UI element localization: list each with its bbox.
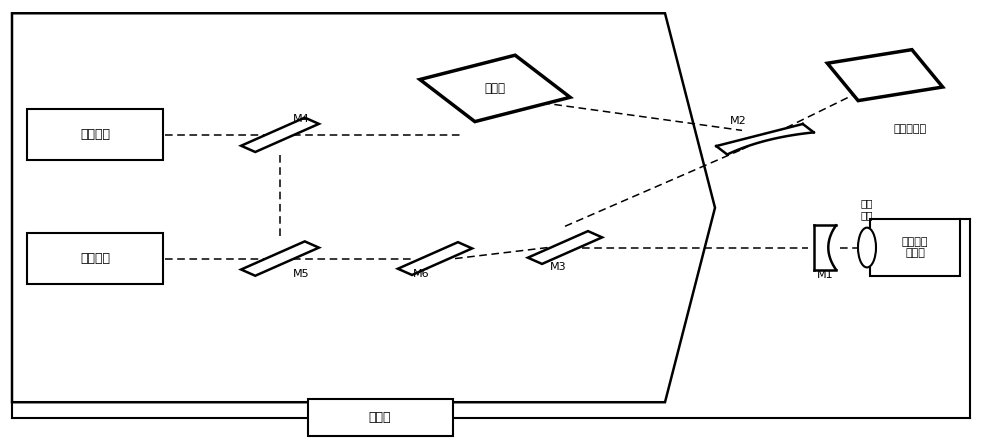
Text: M2: M2	[730, 116, 746, 126]
Text: M5: M5	[293, 269, 310, 279]
Text: M4: M4	[293, 114, 310, 124]
Text: 处理机: 处理机	[369, 411, 391, 424]
Text: M6: M6	[413, 269, 430, 279]
Polygon shape	[716, 124, 814, 155]
Bar	[308, 399, 452, 437]
Polygon shape	[241, 118, 319, 152]
Bar	[870, 219, 960, 276]
Text: 激光光源: 激光光源	[80, 128, 110, 141]
Text: M3: M3	[550, 262, 566, 272]
Text: 高速光电
探测器: 高速光电 探测器	[902, 237, 928, 258]
Ellipse shape	[858, 228, 876, 267]
Polygon shape	[12, 13, 715, 402]
Polygon shape	[827, 50, 943, 101]
Text: 变形镜: 变形镜	[484, 82, 506, 95]
Text: M1: M1	[817, 270, 833, 280]
Polygon shape	[241, 241, 319, 276]
Text: 波前探测器: 波前探测器	[893, 124, 927, 134]
Text: 指示光源: 指示光源	[80, 252, 110, 265]
Bar	[27, 110, 162, 160]
Polygon shape	[814, 225, 836, 270]
Polygon shape	[398, 242, 472, 275]
Text: 聚焦
透镜: 聚焦 透镜	[861, 198, 873, 220]
Bar	[27, 233, 162, 284]
Polygon shape	[528, 231, 602, 264]
Polygon shape	[420, 55, 570, 122]
